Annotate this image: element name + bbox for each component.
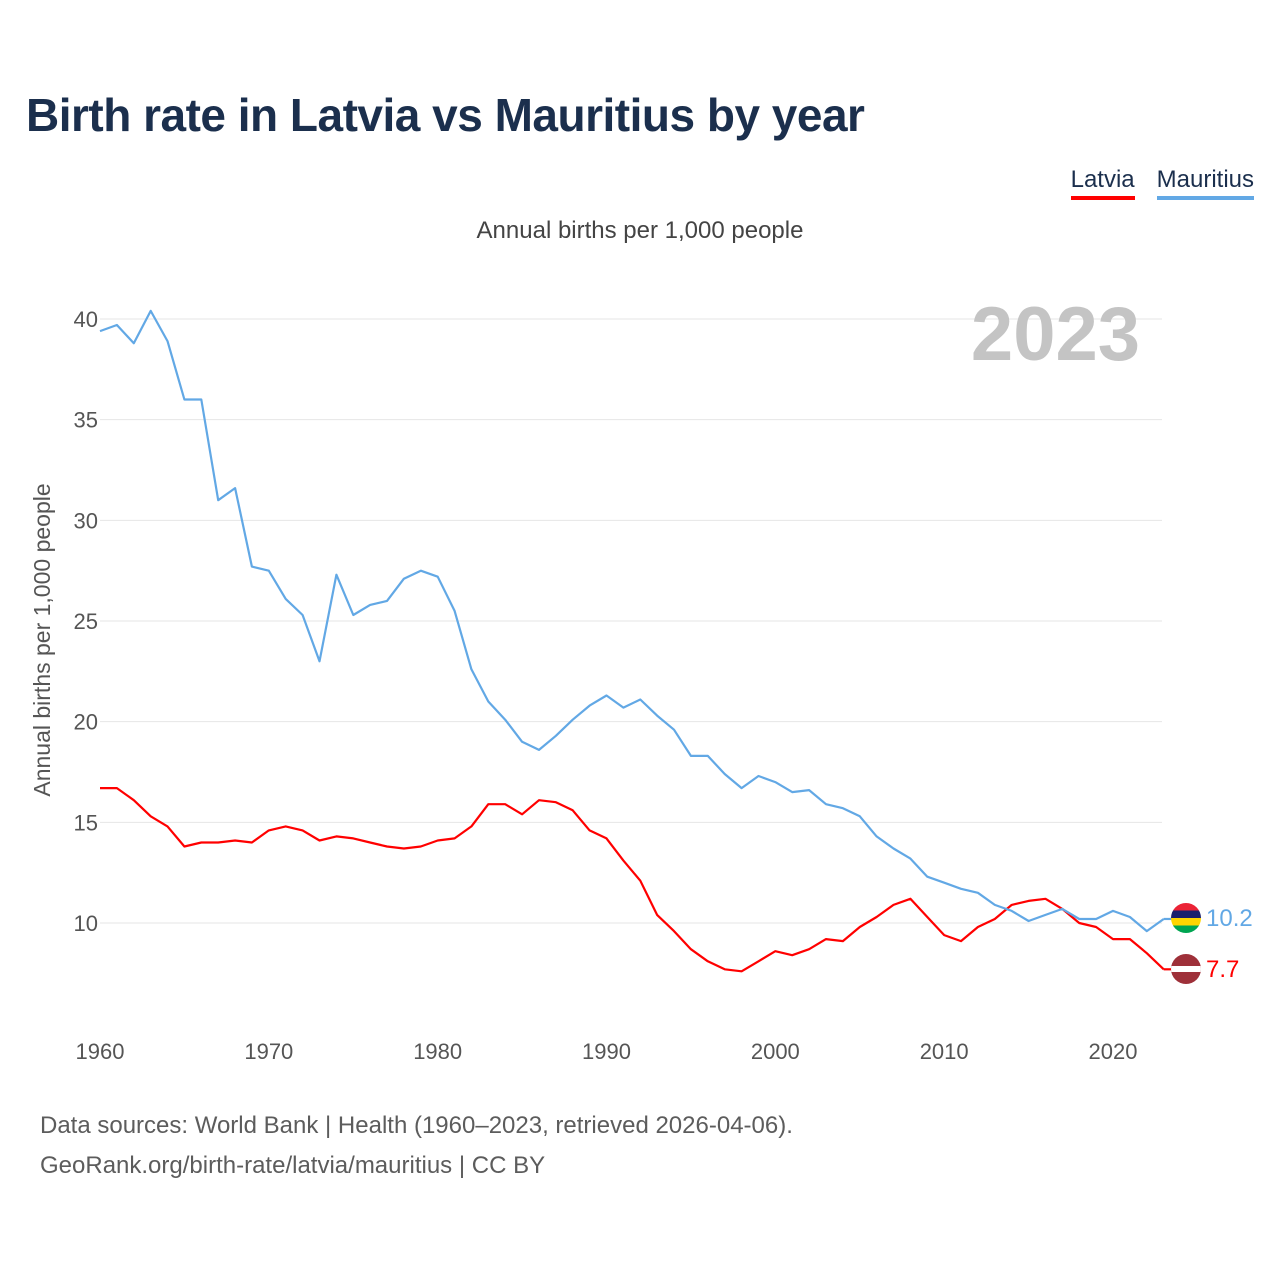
legend-item-latvia[interactable]: Latvia (1070, 166, 1135, 200)
x-axis-ticks: 1960 1970 1980 1990 2000 2010 2020 (76, 1039, 1138, 1064)
y-tick-label: 10 (74, 911, 98, 936)
x-tick-label: 1970 (244, 1039, 293, 1064)
end-label-mauritius: 10.2 (1206, 905, 1253, 932)
end-label-latvia: 7.7 (1206, 956, 1239, 983)
series-line-mauritius[interactable] (99, 309, 1165, 933)
y-tick-label: 20 (74, 710, 98, 735)
x-tick-label: 2000 (751, 1039, 800, 1064)
x-tick-label: 2020 (1089, 1039, 1138, 1064)
flag-mauritius-icon (1171, 903, 1201, 933)
chart-title: Birth rate in Latvia vs Mauritius by yea… (26, 89, 865, 141)
legend-item-mauritius[interactable]: Mauritius (1156, 166, 1254, 200)
y-tick-label: 30 (74, 508, 98, 533)
x-tick-label: 1960 (76, 1039, 125, 1064)
source-note: Data sources: World Bank | Health (1960–… (40, 1106, 793, 1186)
y-axis-label: Annual births per 1,000 people (29, 483, 55, 796)
y-tick-label: 25 (74, 609, 98, 634)
flag-latvia-icon (1171, 954, 1201, 984)
x-tick-label: 2010 (920, 1039, 969, 1064)
series-line-latvia[interactable] (100, 786, 1165, 973)
x-tick-label: 1990 (582, 1039, 631, 1064)
source-line-1: Data sources: World Bank | Health (1960–… (40, 1112, 793, 1139)
chart-subtitle: Annual births per 1,000 people (476, 217, 804, 244)
y-tick-label: 35 (74, 408, 98, 433)
y-tick-label: 40 (74, 307, 98, 332)
y-axis-ticks: 10 15 20 25 30 35 40 (74, 307, 98, 936)
legend: Latvia Mauritius (1070, 166, 1254, 200)
y-tick-label: 15 (74, 810, 98, 835)
year-watermark: 2023 (971, 292, 1140, 377)
series-lines (99, 309, 1172, 973)
x-tick-label: 1980 (413, 1039, 462, 1064)
source-line-2[interactable]: GeoRank.org/birth-rate/latvia/mauritius … (40, 1152, 546, 1179)
grid-lines (100, 318, 1162, 924)
